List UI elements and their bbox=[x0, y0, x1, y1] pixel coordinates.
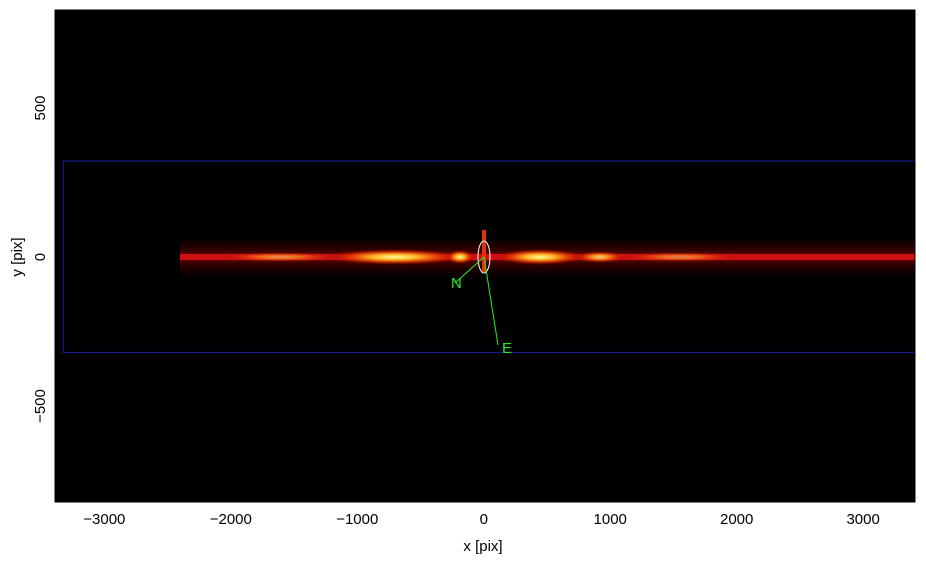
x-tick-label: −3000 bbox=[83, 511, 125, 528]
spectrum-order bbox=[620, 252, 740, 262]
y-tick-label: 500 bbox=[32, 96, 49, 121]
x-tick-label: 1000 bbox=[594, 511, 627, 528]
x-tick-label: 0 bbox=[480, 511, 488, 528]
spectrum-order bbox=[325, 249, 465, 265]
x-tick-label: −1000 bbox=[336, 511, 378, 528]
x-tick-label: 3000 bbox=[846, 511, 879, 528]
region bbox=[62, 160, 915, 353]
spectrum-order bbox=[446, 250, 474, 264]
plot-frame bbox=[54, 9, 916, 503]
compass-label: N bbox=[451, 275, 462, 292]
x-tick-label: 2000 bbox=[720, 511, 753, 528]
source-region bbox=[477, 240, 491, 274]
compass: N E bbox=[451, 256, 512, 357]
y-tick-label: 0 bbox=[32, 253, 49, 261]
spectrum-order bbox=[495, 249, 585, 265]
spectrum-order bbox=[220, 252, 340, 262]
compass-label: E bbox=[502, 340, 512, 357]
compass-east bbox=[483, 256, 499, 346]
image-layer bbox=[62, 160, 915, 353]
x-axis-label: x [pix] bbox=[463, 538, 502, 555]
y-tick-label: −500 bbox=[32, 389, 49, 423]
x-tick-label: −2000 bbox=[210, 511, 252, 528]
spectrum-order bbox=[575, 251, 625, 263]
y-axis-label: y [pix] bbox=[9, 237, 26, 276]
zeroth-order bbox=[482, 230, 486, 272]
compass-north bbox=[454, 256, 485, 284]
